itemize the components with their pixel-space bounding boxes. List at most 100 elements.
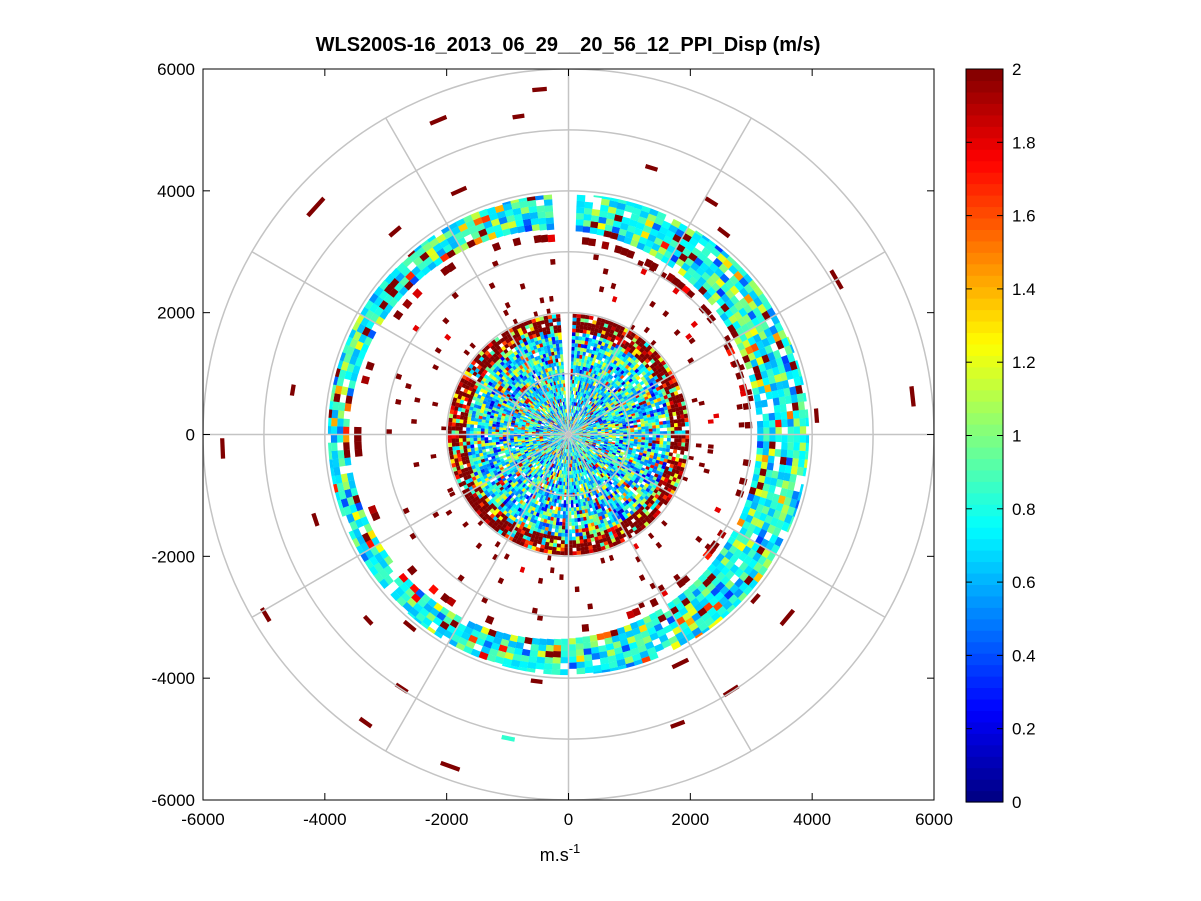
ppi-cell xyxy=(604,470,608,475)
ppi-cell xyxy=(579,325,584,330)
ppi-cell xyxy=(483,640,493,649)
ppi-cell xyxy=(607,519,612,525)
ppi-cell xyxy=(593,510,598,515)
ppi-cell xyxy=(521,443,526,446)
ppi-cell xyxy=(600,425,605,428)
ppi-cell xyxy=(506,455,511,460)
ppi-cell xyxy=(558,499,562,504)
ppi-cell xyxy=(592,403,596,408)
ppi-cell xyxy=(615,442,619,446)
ppi-cell xyxy=(718,595,729,606)
ppi-cell xyxy=(583,444,588,447)
ppi-cell xyxy=(580,452,584,456)
ppi-cell xyxy=(580,520,585,526)
ppi-cell xyxy=(501,450,506,454)
ppi-cell xyxy=(440,760,461,772)
ppi-cell xyxy=(604,459,608,463)
ppi-cell xyxy=(574,447,576,452)
ppi-cell xyxy=(641,426,646,430)
ppi-cell xyxy=(531,449,536,453)
ppi-cell xyxy=(616,202,627,211)
ppi-cell xyxy=(615,439,620,442)
ppi-cell xyxy=(519,486,524,491)
ppi-cell xyxy=(665,401,671,407)
ppi-cell xyxy=(566,460,568,464)
ppi-cell xyxy=(462,645,473,655)
ppi-cell xyxy=(640,447,645,451)
ppi-cell xyxy=(585,493,589,498)
ppi-cell xyxy=(660,497,666,504)
ppi-cell xyxy=(598,446,603,450)
ppi-cell xyxy=(495,439,500,443)
ppi-cell xyxy=(729,564,740,574)
ppi-cell xyxy=(484,440,489,444)
ppi-cell xyxy=(609,395,614,400)
ppi-cell xyxy=(539,437,544,439)
ppi-cell xyxy=(609,469,614,474)
ppi-cell xyxy=(540,506,545,512)
ppi-cell xyxy=(636,242,646,251)
ppi-cell xyxy=(612,437,616,440)
ppi-cell xyxy=(590,385,595,390)
ppi-cell xyxy=(473,440,478,445)
ppi-cell xyxy=(652,425,657,429)
ppi-cell xyxy=(343,449,351,459)
ppi-cell xyxy=(563,436,566,440)
ppi-cell xyxy=(698,303,709,314)
ppi-cell xyxy=(543,453,547,457)
ppi-cell xyxy=(586,428,590,431)
ppi-cell xyxy=(519,465,525,469)
ppi-cell xyxy=(592,450,597,453)
ppi-cell xyxy=(331,475,337,485)
ppi-cell xyxy=(618,350,624,356)
ppi-cell xyxy=(559,442,562,447)
ppi-cell xyxy=(909,386,916,407)
ppi-cell xyxy=(412,602,424,613)
ppi-cell xyxy=(593,470,597,474)
ppi-cell xyxy=(572,536,576,541)
ppi-cell xyxy=(582,226,591,233)
ppi-cell xyxy=(586,395,590,399)
ppi-cell xyxy=(578,416,582,420)
ppi-cell xyxy=(643,415,648,419)
ppi-cell xyxy=(552,651,561,658)
ppi-cell xyxy=(570,441,572,446)
ppi-cell xyxy=(644,426,649,430)
ppi-cell xyxy=(496,523,502,530)
ppi-cell xyxy=(805,434,810,444)
ppi-cell xyxy=(559,447,563,451)
ppi-cell xyxy=(662,310,670,318)
ppi-cell xyxy=(514,456,520,461)
ppi-cell xyxy=(553,464,557,469)
ppi-cell xyxy=(580,517,584,522)
ppi-cell xyxy=(533,538,539,544)
ppi-cell xyxy=(600,401,604,406)
ppi-cell xyxy=(555,444,559,448)
ppi-cell xyxy=(777,329,787,340)
ppi-cell xyxy=(576,543,581,548)
ppi-cell xyxy=(775,478,784,488)
ppi-cell xyxy=(535,520,541,525)
ppi-cell xyxy=(558,462,561,467)
ppi-cell xyxy=(594,420,599,423)
ppi-cell xyxy=(554,444,558,448)
ppi-cell xyxy=(612,322,618,328)
ppi-cell xyxy=(775,434,782,443)
ppi-cell xyxy=(450,458,455,464)
ppi-cell xyxy=(557,441,561,445)
ppi-cell xyxy=(532,441,537,444)
ppi-cell xyxy=(559,669,569,676)
ppi-cell xyxy=(443,629,454,640)
ppi-cell xyxy=(613,524,619,530)
ppi-cell xyxy=(572,433,576,434)
ppi-cell xyxy=(570,445,573,449)
ppi-cell xyxy=(677,402,683,408)
ppi-cell xyxy=(587,481,591,486)
ppi-cell xyxy=(582,397,585,402)
ppi-cell xyxy=(768,484,776,494)
ppi-cell xyxy=(690,261,700,272)
ppi-cell xyxy=(681,476,689,482)
ppi-cell xyxy=(612,450,617,454)
ppi-cell xyxy=(535,447,539,451)
ppi-cell xyxy=(585,425,589,428)
